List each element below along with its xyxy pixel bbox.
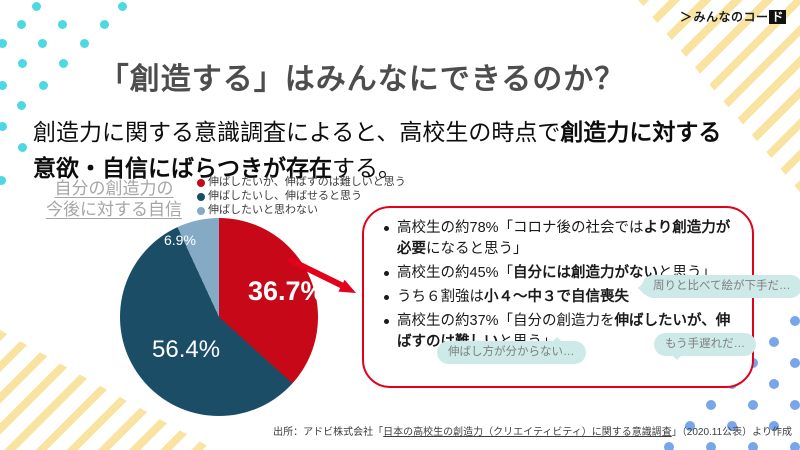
decor-dot	[38, 80, 48, 90]
finding-text: 高校生の約37%「自分の創造力を	[397, 313, 615, 329]
decor-dot	[727, 421, 737, 431]
subtitle: 創造力に関する意識調査によると、高校生の時点で創造力に対する意欲・自信にばらつき…	[33, 114, 781, 186]
legend-dot-icon	[197, 206, 205, 215]
chart-heading-line2: 今後に対する自信	[46, 200, 182, 219]
decor-dot	[664, 442, 674, 450]
decor-dot	[748, 400, 758, 410]
legend-item: 伸ばしたいし、伸ばせると思う	[197, 190, 406, 203]
page-title: 「創造する」はみんなにできるのか？	[98, 63, 626, 97]
decor-dot	[790, 442, 800, 450]
finding-item-1: 高校生の約78%「コロナ後の社会ではより創造力が必要になると思う」	[382, 218, 738, 260]
arrow-right-icon	[287, 257, 356, 293]
chart-heading: 自分の創造力の 今後に対する自信	[34, 178, 194, 220]
decor-dot	[16, 19, 26, 29]
source-link[interactable]: 日本の高校生の創造力（クリエイティビティ）に関する意識調査	[383, 427, 672, 438]
decor-dot	[0, 38, 7, 48]
finding-bold: より創造力が必要	[397, 220, 731, 257]
pie-legend: 伸ばしたいが、伸ばすのは難しいと思う 伸ばしたいし、伸ばせると思う 伸ばしたいと…	[197, 176, 406, 218]
source-citation: 出所：アドビ株式会社「日本の高校生の創造力（クリエイティビティ）に関する意識調査…	[273, 423, 792, 438]
decor-dot	[748, 442, 758, 450]
legend-label: 伸ばしたいし、伸ばせると思う	[208, 190, 362, 202]
subtitle-bold-1: 創造力に対する	[560, 119, 722, 145]
speech-bubble-drawing: 周りと比べて絵が下手だ…	[638, 275, 800, 298]
decor-dot	[79, 38, 89, 48]
decor-dot	[99, 19, 109, 29]
decor-dot	[37, 38, 47, 48]
finding-item-3: うち６割強は小４～中３で自信喪失	[382, 287, 738, 308]
finding-text: うち６割強は	[397, 289, 484, 305]
speech-bubble-how-to-grow: 伸ばし方が分からない…	[437, 337, 586, 364]
pie-chart: 36.7% 56.4% 6.9%	[120, 218, 325, 416]
decor-dot	[706, 442, 716, 450]
decor-dot	[769, 337, 779, 347]
minna-no-code-logo: ＞みんなのコード	[680, 8, 786, 25]
subtitle-bold-2: 意欲・自信にばらつきが存在	[33, 155, 332, 181]
decor-dot	[706, 400, 716, 410]
pie-slice-label-lightblue: 6.9%	[164, 232, 196, 248]
decor-dot	[16, 100, 26, 110]
finding-bold: 自分には創造力がない	[513, 265, 659, 281]
decor-dot	[58, 58, 68, 68]
logo-boxed-char: ド	[769, 10, 786, 24]
pie-slice-label-darkblue: 56.4%	[152, 336, 221, 363]
decor-dot	[685, 421, 695, 431]
finding-bold: 小４～中３で自信喪失	[484, 289, 629, 305]
subtitle-normal: 創造力に関する意識調査によると、高校生の時点で	[33, 119, 561, 145]
legend-dot-icon	[197, 178, 205, 187]
pie-slice-label-red: 36.7%	[248, 276, 325, 306]
finding-text: 高校生の約78%「コロナ後の社会では	[397, 220, 644, 236]
legend-item: 伸ばしたいと思わない	[197, 204, 406, 217]
subtitle-normal-end: する。	[332, 155, 401, 181]
source-pre: 出所：アドビ株式会社「	[273, 427, 384, 438]
finding-text: 高校生の約45%「	[397, 265, 514, 281]
decor-dot	[790, 358, 800, 368]
logo-text: みんなのコー	[693, 10, 769, 24]
chart-heading-line1: 自分の創造力の	[54, 179, 174, 198]
decor-dot	[31, 1, 41, 11]
decor-dot	[17, 142, 27, 152]
decor-dot	[769, 379, 779, 389]
decor-dot	[117, 1, 127, 11]
decor-dot	[790, 316, 800, 326]
decor-dot	[0, 80, 7, 90]
decor-dot	[17, 58, 27, 68]
decor-dot	[0, 121, 7, 131]
speech-bubble-too-late: もう手遅れだ…	[654, 333, 757, 360]
legend-label: 伸ばしたいと思わない	[208, 204, 318, 216]
decor-dot	[769, 421, 779, 431]
finding-text: になると思う」	[426, 241, 528, 257]
chevron-right-icon: ＞	[679, 10, 693, 24]
decor-dot	[57, 19, 67, 29]
source-post: 」（2020.11公表）より作成	[671, 427, 792, 438]
legend-label: 伸ばしたいが、伸ばすのは難しいと思う	[208, 176, 406, 188]
legend-item: 伸ばしたいが、伸ばすのは難しいと思う	[197, 176, 406, 189]
legend-dot-icon	[197, 192, 205, 201]
decor-dot	[790, 400, 800, 410]
decor-dot	[0, 175, 6, 185]
